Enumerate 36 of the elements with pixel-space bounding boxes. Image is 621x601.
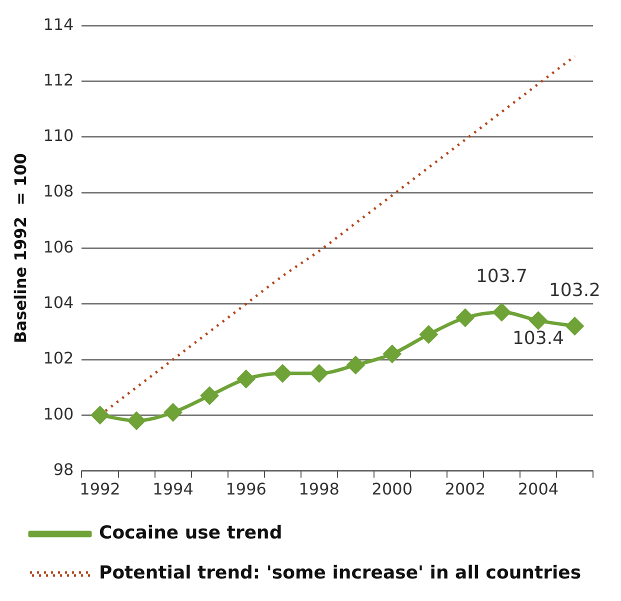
x-tick-label: 2000 (372, 480, 413, 499)
data-label: 103.2 (548, 280, 601, 301)
x-tick-label: 2004 (518, 480, 559, 499)
point (383, 345, 401, 363)
point (274, 364, 292, 382)
y-tick-label: 104 (43, 293, 74, 312)
point (566, 317, 584, 335)
x-tick-label: 1998 (298, 480, 340, 499)
point (164, 404, 182, 422)
point (91, 406, 109, 424)
y-tick-label: 110 (43, 126, 74, 146)
point (237, 370, 255, 388)
legend-label: Potential trend: 'some increase' in all countries (99, 562, 582, 584)
data-label: 103.7 (476, 266, 528, 287)
point (310, 364, 328, 382)
point (346, 356, 364, 374)
point (420, 326, 438, 344)
x-tick-label: 1992 (80, 480, 120, 499)
y-tick-label: 114 (43, 14, 74, 34)
y-axis-title: Baseline 1992 = 100 (10, 153, 30, 344)
x-tick-label: 2002 (444, 480, 486, 499)
y-tick-label: 112 (43, 70, 74, 90)
legend-label: Cocaine use trend (99, 522, 282, 544)
y-tick-label: 106 (43, 237, 74, 256)
y-tick-label: 108 (43, 182, 74, 201)
point (128, 412, 146, 430)
data-label: 103.4 (512, 328, 564, 350)
point (529, 312, 547, 330)
x-tick-label: 1996 (226, 480, 266, 499)
y-tick-label: 100 (43, 404, 74, 424)
point (456, 309, 474, 327)
point (492, 303, 510, 321)
x-tick-label: 1994 (152, 480, 194, 499)
y-tick-label: 102 (43, 348, 74, 368)
y-tick-label: 98 (53, 460, 74, 479)
point (200, 386, 218, 404)
